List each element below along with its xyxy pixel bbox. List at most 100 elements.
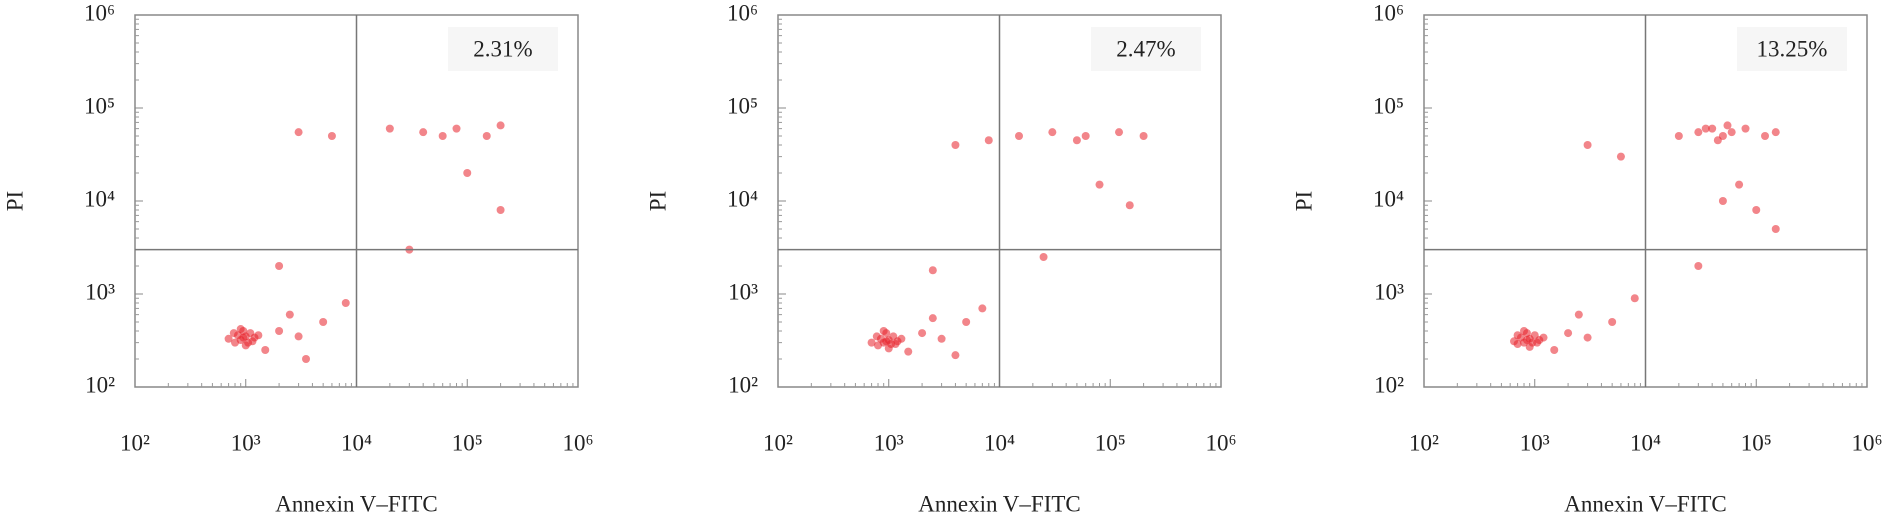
point: [1095, 180, 1104, 189]
point: [385, 124, 394, 133]
point: [496, 121, 505, 130]
y-tick-label: 10⁶: [1373, 0, 1404, 25]
point: [496, 206, 505, 215]
point: [897, 334, 906, 343]
y-tick-label: 10³: [728, 279, 758, 304]
point: [482, 131, 491, 140]
point: [1081, 131, 1090, 140]
point: [302, 355, 311, 364]
point: [241, 341, 250, 350]
x-tick-label: 10³: [1520, 430, 1550, 455]
point: [978, 304, 987, 313]
x-tick-label: 10³: [231, 430, 261, 455]
x-tick-label: 10³: [874, 430, 904, 455]
point: [1525, 342, 1534, 351]
point: [937, 334, 946, 343]
y-tick-label: 10⁶: [727, 0, 758, 25]
point: [463, 169, 472, 178]
point: [1694, 128, 1703, 137]
point: [239, 333, 248, 342]
point: [872, 332, 881, 341]
annotation-box: [448, 27, 558, 71]
point: [1522, 336, 1531, 345]
point: [928, 314, 937, 323]
point: [1735, 180, 1744, 189]
point: [1608, 317, 1617, 326]
y-tick-label: 10⁴: [727, 186, 758, 211]
point: [891, 339, 900, 348]
x-tick-label: 10⁶: [1205, 430, 1236, 455]
x-tick-label: 10²: [1409, 430, 1439, 455]
y-tick-label: 10⁵: [1373, 93, 1404, 118]
point: [261, 345, 270, 354]
point: [1741, 124, 1750, 133]
point: [884, 344, 893, 353]
y-tick-label: 10⁴: [1373, 186, 1404, 211]
point: [254, 331, 263, 340]
point: [904, 347, 913, 356]
y-axis-label: PI: [2, 191, 27, 211]
point: [928, 266, 937, 275]
annotation: 13.25%: [1757, 36, 1828, 61]
point: [1616, 152, 1625, 161]
point: [1771, 128, 1780, 137]
point: [327, 131, 336, 140]
x-tick-label: 10²: [120, 430, 150, 455]
point: [1015, 131, 1024, 140]
point: [236, 325, 245, 334]
point: [224, 334, 233, 343]
point: [294, 332, 303, 341]
point: [294, 128, 303, 137]
annotation-box: [1091, 27, 1201, 71]
point: [1713, 136, 1722, 145]
point: [1701, 124, 1710, 133]
x-tick-label: 10⁶: [562, 430, 593, 455]
point: [951, 351, 960, 360]
point: [867, 338, 876, 347]
point: [1694, 262, 1703, 271]
point: [962, 317, 971, 326]
point: [1072, 136, 1081, 145]
x-tick-label: 10⁵: [1741, 430, 1772, 455]
point: [1564, 329, 1573, 338]
point: [882, 337, 891, 346]
point: [879, 327, 888, 336]
point: [1048, 128, 1057, 137]
point: [1533, 338, 1542, 347]
point: [1550, 345, 1559, 354]
annotation-box: [1737, 27, 1847, 71]
point: [1761, 131, 1770, 140]
point: [1574, 310, 1583, 319]
y-tick-label: 10⁴: [84, 186, 115, 211]
point: [1539, 333, 1548, 342]
point: [874, 341, 883, 350]
y-tick-label: 10⁶: [84, 0, 115, 25]
point: [1771, 224, 1780, 233]
x-tick-label: 10⁵: [452, 430, 483, 455]
y-tick-label: 10⁵: [84, 93, 115, 118]
x-tick-label: 10⁶: [1851, 430, 1882, 455]
annotation: 2.47%: [1116, 36, 1175, 61]
point: [1727, 128, 1736, 137]
annotation: 2.31%: [473, 36, 532, 61]
y-axis-label: PI: [645, 191, 670, 211]
x-tick-label: 10⁵: [1095, 430, 1126, 455]
y-tick-label: 10²: [1374, 372, 1404, 397]
point: [1708, 124, 1717, 133]
point: [1115, 128, 1124, 137]
y-tick-label: 10³: [85, 279, 115, 304]
point: [1139, 131, 1148, 140]
x-axis-label: Annexin V–FITC: [275, 491, 438, 516]
point: [248, 337, 257, 346]
x-tick-label: 10⁴: [1630, 430, 1661, 455]
x-tick-label: 10²: [763, 430, 793, 455]
point: [419, 128, 428, 137]
x-tick-label: 10⁴: [984, 430, 1015, 455]
y-tick-label: 10²: [85, 372, 115, 397]
point: [1718, 197, 1727, 205]
point: [1513, 331, 1522, 340]
point: [285, 310, 294, 319]
point: [1723, 121, 1732, 130]
